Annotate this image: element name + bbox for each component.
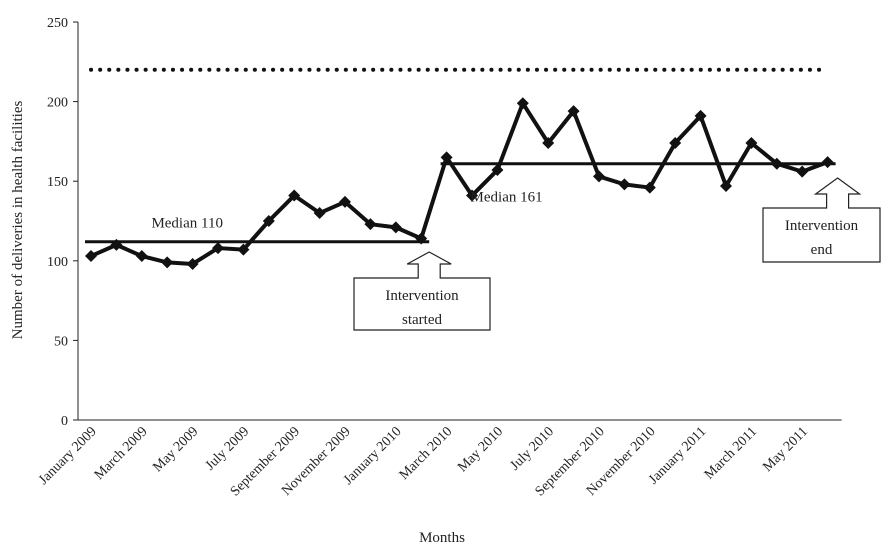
data-point [237, 243, 250, 256]
callout-arrow-box [353, 251, 491, 331]
y-tick-label: 250 [47, 16, 68, 31]
data-point [288, 189, 301, 202]
data-point [618, 178, 631, 191]
series-layer [85, 97, 834, 270]
x-axis-title: Months [419, 530, 465, 546]
data-point [770, 157, 783, 170]
data-point [821, 156, 834, 169]
y-tick-label: 50 [54, 334, 68, 349]
data-point [440, 151, 453, 164]
data-point [542, 136, 555, 149]
data-point [567, 105, 580, 118]
data-point [135, 250, 148, 263]
data-point [339, 195, 351, 208]
x-tick-label: May 2010 [455, 424, 506, 475]
data-point [694, 109, 707, 122]
x-tick-label: March 2010 [397, 424, 456, 483]
data-point [669, 136, 682, 149]
callout-text: Intervention [785, 218, 859, 234]
data-point [491, 164, 504, 177]
data-point [796, 165, 809, 178]
intervention-callout: Intervention end [762, 177, 881, 263]
callout-text: end [811, 242, 833, 258]
data-point [415, 232, 428, 245]
callout-arrow-box [762, 177, 881, 263]
data-point [466, 189, 478, 202]
reference-lines [85, 67, 836, 244]
data-point [212, 242, 224, 255]
data-point [110, 238, 123, 251]
data-point [186, 257, 199, 270]
y-tick-label: 0 [61, 414, 68, 429]
callout-text: started [402, 312, 442, 328]
x-tick-label: July 2010 [508, 424, 557, 473]
y-axis-title: Number of deliveries in health facilitie… [10, 101, 26, 340]
data-point [364, 218, 377, 231]
x-tick-label: January 2009 [36, 424, 100, 488]
median-label: Median 161 [471, 190, 543, 206]
data-point [262, 215, 275, 227]
x-tick-label: May 2011 [760, 424, 811, 475]
median-label: Median 110 [151, 216, 223, 232]
y-tick-label: 200 [47, 96, 68, 111]
data-point [161, 256, 174, 269]
y-tick-label: 100 [47, 255, 68, 270]
data-point [720, 179, 732, 192]
intervention-callout: Intervention started [353, 251, 491, 331]
x-tick-label: March 2011 [702, 424, 760, 482]
series-line [90, 101, 829, 266]
y-tick-label: 150 [47, 175, 68, 190]
data-point [389, 221, 402, 234]
x-tick-label: July 2009 [203, 424, 252, 473]
intervention-callouts: Intervention started Intervention end [353, 177, 881, 331]
data-point [593, 170, 605, 183]
data-point [516, 97, 529, 110]
callout-text: Intervention [385, 288, 459, 304]
data-point [643, 181, 656, 194]
y-tick-labels: 0 50 100 150 200 250 [47, 16, 78, 429]
data-point [745, 136, 758, 149]
data-point [313, 207, 326, 220]
data-point [85, 250, 97, 263]
axes [77, 22, 842, 421]
median-labels: Median 110 Median 161 [151, 190, 542, 232]
x-tick-label: May 2009 [150, 424, 201, 475]
x-tick-label: March 2009 [92, 424, 151, 483]
